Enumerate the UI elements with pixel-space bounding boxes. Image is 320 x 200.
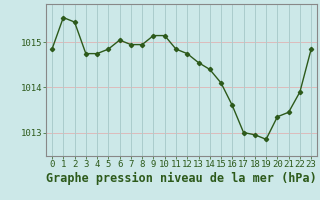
X-axis label: Graphe pression niveau de la mer (hPa): Graphe pression niveau de la mer (hPa)	[46, 172, 317, 185]
